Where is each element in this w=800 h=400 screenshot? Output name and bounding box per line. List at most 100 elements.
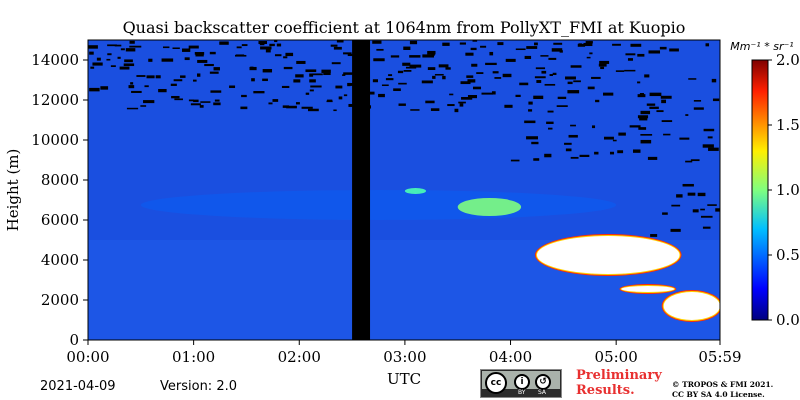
noise-speck: [200, 101, 211, 103]
noise-speck: [700, 215, 713, 218]
y-tick-label: 10000: [31, 131, 79, 149]
noise-speck: [568, 134, 578, 138]
noise-speck: [155, 75, 161, 79]
noise-speck: [343, 52, 352, 55]
noise-speck: [409, 55, 421, 58]
noise-speck: [343, 94, 348, 97]
noise-speck: [140, 105, 147, 107]
noise-speck: [305, 69, 317, 73]
copyright-line-1: © TROPOS & FMI 2021.: [672, 380, 774, 389]
footer-version: Version: 2.0: [160, 379, 237, 394]
noise-speck: [310, 85, 322, 88]
y-tick-label: 2000: [41, 291, 79, 309]
noise-speck: [194, 52, 205, 55]
noise-speck: [585, 41, 593, 44]
copyright-line-2: CC BY SA 4.0 License.: [672, 390, 765, 399]
noise-speck: [281, 85, 290, 89]
noise-speck: [534, 76, 546, 79]
noise-speck: [335, 85, 343, 89]
noise-speck: [173, 79, 183, 82]
noise-speck: [591, 125, 596, 129]
noise-speck: [663, 133, 671, 136]
noise-speck: [612, 43, 621, 46]
noise-speck: [442, 42, 450, 46]
colorbar-tick-label: 0.0: [776, 311, 800, 329]
noise-speck: [599, 60, 610, 64]
colorbar: [751, 59, 769, 321]
noise-speck: [541, 70, 547, 74]
noise-speck: [92, 62, 103, 66]
noise-speck: [286, 105, 297, 109]
noise-speck: [676, 194, 683, 198]
noise-speck: [577, 43, 586, 47]
noise-speck: [524, 120, 536, 124]
aerosol-layer: [140, 190, 617, 220]
noise-speck: [578, 43, 582, 45]
noise-speck: [124, 59, 133, 63]
cc-license-badge[interactable]: cc i ↺ BY SA: [480, 369, 562, 398]
noise-speck: [119, 66, 130, 70]
noise-speck: [219, 41, 229, 45]
noise-speck: [618, 132, 626, 136]
noise-speck: [579, 154, 590, 157]
noise-speck: [405, 66, 417, 69]
noise-speck: [241, 44, 248, 47]
noise-speck: [214, 99, 220, 102]
noise-speck: [180, 75, 186, 78]
noise-speck: [467, 94, 477, 99]
noise-speck: [644, 74, 650, 78]
noise-speck: [702, 144, 714, 148]
noise-speck: [510, 159, 520, 162]
noise-speck: [656, 110, 664, 113]
noise-speck: [427, 50, 436, 55]
noise-speck: [638, 127, 647, 130]
preliminary-notice: Preliminary Results.: [576, 368, 662, 398]
noise-speck: [308, 108, 319, 112]
noise-speck: [210, 90, 222, 93]
preliminary-line-1: Preliminary: [576, 368, 662, 383]
colorbar-tick-label: 1.0: [776, 181, 800, 199]
noise-speck: [372, 40, 382, 44]
noise-speck: [526, 46, 538, 49]
noise-speck: [567, 90, 580, 94]
noise-speck: [117, 56, 121, 59]
noise-speck: [594, 151, 599, 155]
noise-speck: [685, 160, 693, 163]
noise-speck: [570, 156, 579, 159]
noise-speck: [586, 56, 591, 59]
noise-speck: [481, 92, 494, 95]
x-tick-label: 02:00: [278, 348, 321, 366]
noise-speck: [669, 48, 679, 52]
noise-speck: [393, 88, 401, 92]
noise-speck: [347, 82, 351, 87]
cc-logo-icon: cc: [485, 372, 507, 394]
noise-speck: [553, 42, 563, 45]
noise-speck: [106, 58, 111, 61]
noise-speck: [615, 70, 625, 72]
noise-speck: [283, 56, 288, 59]
noise-speck: [148, 58, 153, 62]
noise-speck: [524, 55, 532, 59]
noise-speck: [130, 82, 134, 85]
noise-speck: [557, 96, 567, 99]
noise-speck: [422, 54, 434, 58]
noise-speck: [309, 79, 316, 83]
noise-speck: [432, 75, 436, 79]
noise-speck: [573, 80, 581, 83]
x-tick-label: 00:00: [66, 348, 109, 366]
noise-speck: [285, 52, 294, 57]
noise-speck: [136, 75, 146, 77]
noise-speck: [661, 120, 673, 123]
noise-speck: [293, 79, 301, 83]
noise-speck: [492, 71, 499, 74]
cloud-core: [536, 236, 680, 274]
noise-speck: [283, 66, 293, 70]
noise-speck: [491, 91, 496, 95]
noise-speck: [700, 208, 705, 211]
noise-speck: [90, 66, 95, 69]
noise-speck: [711, 78, 717, 83]
noise-speck: [458, 101, 466, 104]
noise-speck: [129, 40, 135, 44]
noise-speck: [528, 101, 533, 105]
